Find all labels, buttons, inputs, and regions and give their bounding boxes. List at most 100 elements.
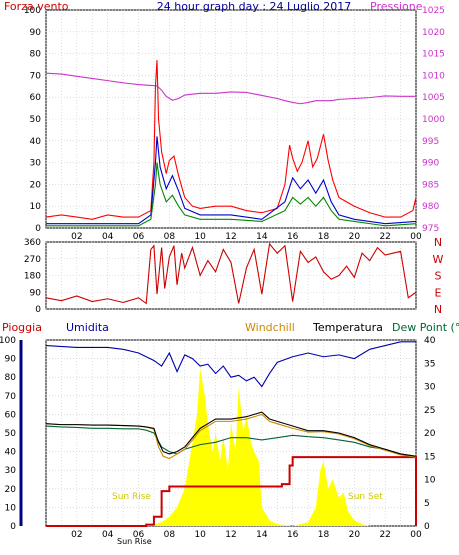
panel1-y-left-tick-label: 30 — [30, 159, 42, 169]
panel1-y-left-tick-label: 20 — [30, 180, 42, 190]
panel3-x-tick-label: 00 — [410, 530, 422, 540]
panel1-y-left-tick-label: 50 — [30, 115, 42, 125]
panel1-axes: 0102030405060708090100975980985990995100… — [24, 6, 445, 242]
panel2-series-line-0 — [45, 242, 417, 305]
panel3-x-tick-label: 02 — [71, 530, 82, 540]
panel3-x-tick-label: 20 — [349, 530, 361, 540]
panel3-y-left-tick-label: 100 — [0, 336, 16, 346]
panel3-series-temperatura — [45, 411, 417, 457]
panel3-axes: 0102030405060708090100051015202530354002… — [0, 336, 436, 540]
panel1-x-tick-label: 00 — [410, 232, 422, 242]
panel3-legend-item: Temperatura — [312, 321, 383, 334]
panel3-legend: Pioggia Umidita Windchill Temperatura Dew Po… — [2, 321, 459, 334]
panel2-direction-label: E — [435, 286, 442, 299]
panel3-x-tick-label: 12 — [225, 530, 236, 540]
panel3-y-left-tick-label: 10 — [5, 503, 17, 513]
panel1-y-left-tick-label: 90 — [30, 28, 42, 38]
panel1-y-right-tick-label: 1010 — [422, 71, 445, 81]
panel1-y-left-tick-label: 100 — [24, 6, 41, 16]
panel1-x-tick-label: 02 — [71, 232, 82, 242]
panel1-y-right-tick-label: 1005 — [422, 93, 445, 103]
panel3-x-tick-label: 22 — [379, 530, 390, 540]
panel1-title: 24 hour graph day : 24 Luglio 2017 — [157, 0, 352, 13]
panel1-y-left-tick-label: 70 — [30, 71, 42, 81]
panel2-direction-label: S — [435, 270, 442, 283]
panel2-y-tick-label: 180 — [24, 272, 41, 282]
panel3-y-right-tick-label: 10 — [424, 476, 436, 486]
panel1-x-tick-label: 10 — [194, 232, 206, 242]
panel1-y-left-tick-label: 0 — [35, 224, 41, 234]
panel2-direction-label: N — [434, 236, 442, 249]
panel1-y-left-tick-label: 80 — [30, 50, 42, 60]
panel3-annotation: Sun Rise — [117, 537, 152, 546]
panel1-y-right-tick-label: 1015 — [422, 50, 445, 60]
panel3-legend-item: Dew Point (°C — [392, 321, 459, 334]
panel1-right-label: Pressione — [370, 0, 423, 13]
panel1-y-right-tick-label: 980 — [422, 202, 439, 212]
panel3-y-left-tick-label: 80 — [5, 373, 17, 383]
panel1-series — [45, 60, 417, 227]
panel2-y-tick-label: 90 — [30, 288, 42, 298]
panel1-y-right-tick-label: 1025 — [422, 6, 445, 16]
panel2-y-tick-label: 360 — [24, 238, 41, 248]
panel3-series-dew-point-c — [45, 425, 417, 457]
panel3-y-right-tick-label: 5 — [424, 499, 430, 509]
panel1-y-right-tick-label: 985 — [422, 180, 439, 190]
panel3-annotation: Sun Set — [348, 492, 383, 502]
panel3-y-right-tick-label: 35 — [424, 359, 435, 369]
panel3-y-left-tick-label: 60 — [5, 410, 17, 420]
panel3-series-umidita — [45, 341, 416, 388]
panel1-x-tick-label: 22 — [379, 232, 390, 242]
panel1-x-tick-label: 06 — [133, 232, 145, 242]
panel1-x-tick-label: 16 — [287, 232, 299, 242]
panel3-series-pioggia — [46, 456, 417, 527]
panel3-y-right-tick-label: 15 — [424, 452, 435, 462]
panel1-left-label: Forza vento — [4, 0, 69, 13]
panel3-y-left-tick-label: 90 — [5, 355, 17, 365]
panel3-y-left-tick-label: 20 — [5, 485, 17, 495]
panel3-x-tick-label: 16 — [287, 530, 299, 540]
panel1-series-line-2 — [46, 136, 417, 225]
panel1-plot-area — [45, 9, 417, 229]
panel2-direction-label: W — [433, 253, 444, 266]
panel3-y-left-tick-label: 0 — [10, 522, 16, 532]
panel1-y-right-tick-label: 995 — [422, 137, 439, 147]
panel3-legend-item: Windchill — [245, 321, 295, 334]
panel3-x-tick-label: 04 — [102, 530, 114, 540]
panel3-x-tick-label: 06 — [133, 530, 145, 540]
panel3-legend-item: Pioggia — [2, 321, 42, 334]
panel1-series-line-0 — [45, 72, 416, 105]
panel3-x-tick-label: 18 — [318, 530, 330, 540]
panel3-x-tick-label: 14 — [256, 530, 268, 540]
panel3-annotations: Sun Rise Sun Set Sun Rise — [112, 492, 383, 546]
panel3-y-right-tick-label: 20 — [424, 429, 436, 439]
panel3-y-left-tick-label: 70 — [5, 392, 17, 402]
panel1-y-right-tick-label: 990 — [422, 159, 439, 169]
panel3-annotation: Sun Rise — [112, 492, 151, 502]
panel1-x-tick-label: 08 — [164, 232, 176, 242]
panel1-series-line-3 — [46, 162, 417, 227]
panel2-y-tick-label: 270 — [24, 255, 41, 265]
panel3-x-tick-label: 08 — [164, 530, 176, 540]
panel2-y-tick-label: 0 — [35, 305, 41, 315]
panel1-x-tick-label: 18 — [318, 232, 330, 242]
panel3-x-tick-label: 10 — [194, 530, 206, 540]
panel2-series — [45, 242, 417, 305]
panel1-x-tick-label: 04 — [102, 232, 114, 242]
panel1-x-tick-label: 12 — [225, 232, 236, 242]
panel1-x-tick-label: 14 — [256, 232, 268, 242]
panel3-series — [45, 341, 417, 527]
panel1-y-right-tick-label: 1000 — [422, 115, 445, 125]
panel3-y-right-tick-label: 40 — [424, 336, 436, 346]
panel1-y-right-tick-label: 1020 — [422, 28, 445, 38]
panel1-y-left-tick-label: 10 — [30, 202, 42, 212]
panel1-x-tick-label: 20 — [349, 232, 361, 242]
panel1-y-left-tick-label: 60 — [30, 93, 42, 103]
panel1-y-right-tick-label: 975 — [422, 224, 439, 234]
panel3-grid — [45, 339, 417, 527]
panel1-y-left-tick-label: 40 — [30, 137, 42, 147]
panel3-y-left-tick-label: 40 — [5, 448, 17, 458]
panel3-legend-item: Umidita — [66, 321, 109, 334]
